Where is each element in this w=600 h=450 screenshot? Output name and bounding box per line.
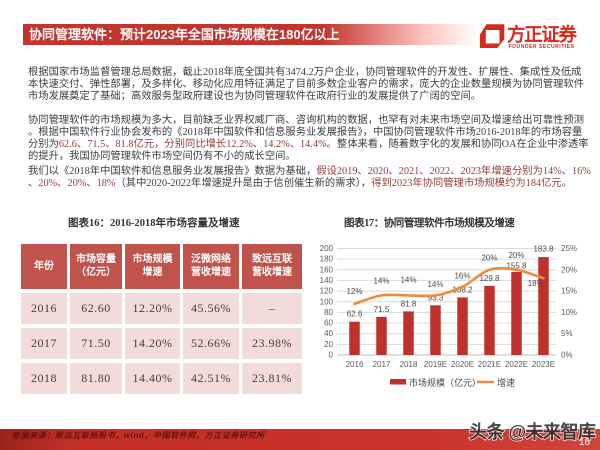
- svg-text:25%: 25%: [561, 244, 577, 253]
- svg-text:5%: 5%: [561, 329, 573, 338]
- svg-text:2022E: 2022E: [505, 360, 528, 369]
- svg-text:增速: 增速: [497, 377, 515, 388]
- svg-text:71.5: 71.5: [374, 305, 390, 314]
- svg-text:方正证券: 方正证券: [507, 24, 577, 45]
- svg-text:12%: 12%: [346, 287, 362, 296]
- svg-text:129.8: 129.8: [479, 274, 500, 283]
- svg-text:80: 80: [324, 308, 333, 317]
- svg-text:2020E: 2020E: [451, 360, 474, 369]
- svg-text:200: 200: [320, 244, 334, 253]
- svg-text:20%: 20%: [481, 253, 497, 262]
- svg-text:155.8: 155.8: [506, 262, 527, 271]
- svg-text:160: 160: [320, 265, 334, 274]
- svg-text:62.6: 62.6: [347, 310, 363, 319]
- svg-text:0: 0: [329, 351, 334, 360]
- svg-text:183.8: 183.8: [533, 245, 554, 254]
- svg-text:2023E: 2023E: [532, 360, 555, 369]
- svg-text:14%: 14%: [400, 276, 416, 285]
- svg-text:2021E: 2021E: [478, 360, 501, 369]
- svg-text:140: 140: [320, 276, 334, 285]
- svg-text:120: 120: [320, 287, 334, 296]
- svg-text:2019E: 2019E: [424, 360, 447, 369]
- svg-text:10%: 10%: [561, 308, 577, 317]
- svg-text:16%: 16%: [454, 271, 470, 280]
- svg-text:20%: 20%: [561, 265, 577, 274]
- svg-text:2016: 2016: [346, 360, 364, 369]
- svg-text:0%: 0%: [561, 351, 573, 360]
- svg-text:60: 60: [324, 319, 333, 328]
- svg-text:93.3: 93.3: [428, 293, 444, 302]
- svg-text:市场规模（亿元）: 市场规模（亿元）: [409, 377, 481, 388]
- svg-text:18%: 18%: [528, 279, 544, 288]
- svg-text:20%: 20%: [508, 251, 524, 260]
- svg-text:108.2: 108.2: [452, 285, 473, 294]
- svg-text:20: 20: [324, 340, 333, 349]
- svg-text:40: 40: [324, 329, 333, 338]
- svg-text:FOUNDER SECURITIES: FOUNDER SECURITIES: [509, 44, 575, 50]
- svg-text:14%: 14%: [427, 280, 443, 289]
- svg-text:81.8: 81.8: [401, 299, 417, 308]
- svg-text:100: 100: [320, 297, 334, 306]
- svg-text:2017: 2017: [373, 360, 391, 369]
- svg-text:14%: 14%: [373, 276, 389, 285]
- svg-text:2018: 2018: [400, 360, 418, 369]
- svg-text:15%: 15%: [561, 287, 577, 296]
- svg-text:180: 180: [320, 255, 334, 264]
